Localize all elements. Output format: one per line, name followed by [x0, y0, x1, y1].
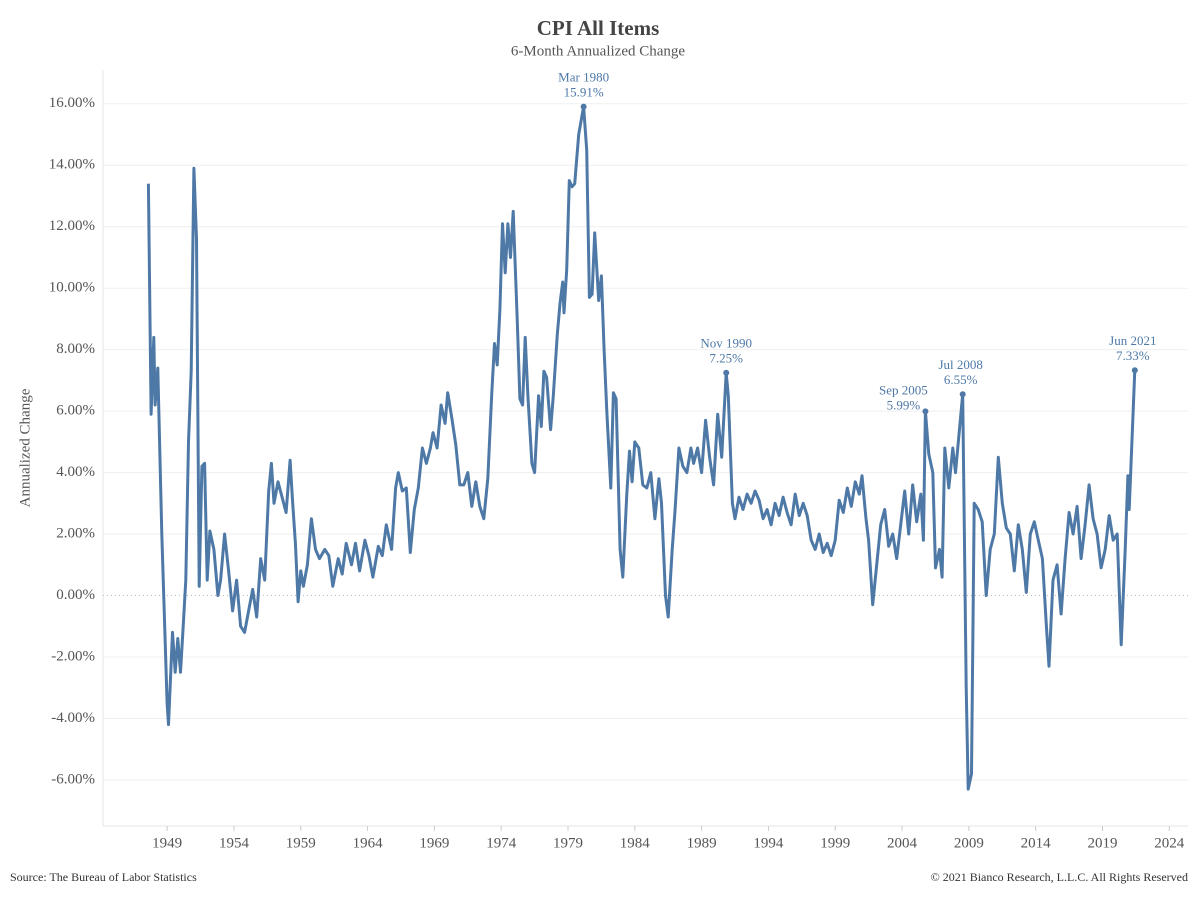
- y-axis-label: Annualized Change: [17, 388, 33, 507]
- annotation-point: [1131, 367, 1138, 374]
- x-tick-label: 1979: [553, 835, 583, 851]
- annotation-value: 5.99%: [887, 397, 921, 412]
- x-tick-label: 1994: [753, 835, 784, 851]
- y-tick-label: -2.00%: [51, 648, 95, 664]
- y-tick-label: 2.00%: [56, 525, 95, 541]
- y-tick-label: 12.00%: [49, 218, 95, 234]
- source-note: Source: The Bureau of Labor Statistics: [10, 870, 197, 884]
- annotation-date: Jul 2008: [939, 357, 983, 372]
- annotation-date: Sep 2005: [879, 382, 928, 397]
- y-tick-label: 10.00%: [49, 280, 95, 296]
- y-tick-label: 8.00%: [56, 341, 95, 357]
- copyright-note: © 2021 Bianco Research, L.L.C. All Right…: [931, 870, 1188, 884]
- annotation-point: [959, 391, 966, 398]
- chart-subtitle: 6-Month Annualized Change: [511, 43, 685, 59]
- x-tick-label: 1989: [687, 835, 717, 851]
- annotation-value: 6.55%: [944, 372, 978, 387]
- annotation-value: 7.25%: [709, 351, 743, 366]
- x-tick-label: 1954: [219, 835, 250, 851]
- annotation-value: 7.33%: [1116, 348, 1150, 363]
- x-tick-label: 1959: [286, 835, 316, 851]
- x-tick-label: 2019: [1087, 835, 1117, 851]
- x-tick-label: 1984: [620, 835, 651, 851]
- x-tick-label: 1974: [486, 835, 517, 851]
- annotation-point: [723, 369, 730, 376]
- x-tick-label: 2004: [887, 835, 918, 851]
- data-line: [146, 105, 1137, 791]
- x-tick-label: 2014: [1021, 835, 1052, 851]
- annotation-value: 15.91%: [564, 85, 604, 100]
- x-tick-label: 2009: [954, 835, 984, 851]
- y-tick-label: -4.00%: [51, 710, 95, 726]
- chart-title: CPI All Items: [537, 16, 660, 40]
- annotation-point: [580, 103, 587, 110]
- annotation-date: Nov 1990: [700, 336, 752, 351]
- y-tick-label: 14.00%: [49, 157, 95, 173]
- annotation-date: Jun 2021: [1109, 333, 1156, 348]
- annotation-date: Mar 1980: [558, 70, 609, 85]
- y-tick-label: 6.00%: [56, 403, 95, 419]
- x-tick-label: 1949: [152, 835, 182, 851]
- y-tick-label: 4.00%: [56, 464, 95, 480]
- x-tick-label: 1969: [419, 835, 449, 851]
- y-tick-label: 0.00%: [56, 587, 95, 603]
- y-tick-label: 16.00%: [49, 95, 95, 111]
- x-tick-label: 1999: [820, 835, 850, 851]
- x-tick-label: 2024: [1154, 835, 1185, 851]
- y-tick-label: -6.00%: [51, 771, 95, 787]
- annotation-point: [922, 408, 929, 415]
- x-tick-label: 1964: [353, 835, 384, 851]
